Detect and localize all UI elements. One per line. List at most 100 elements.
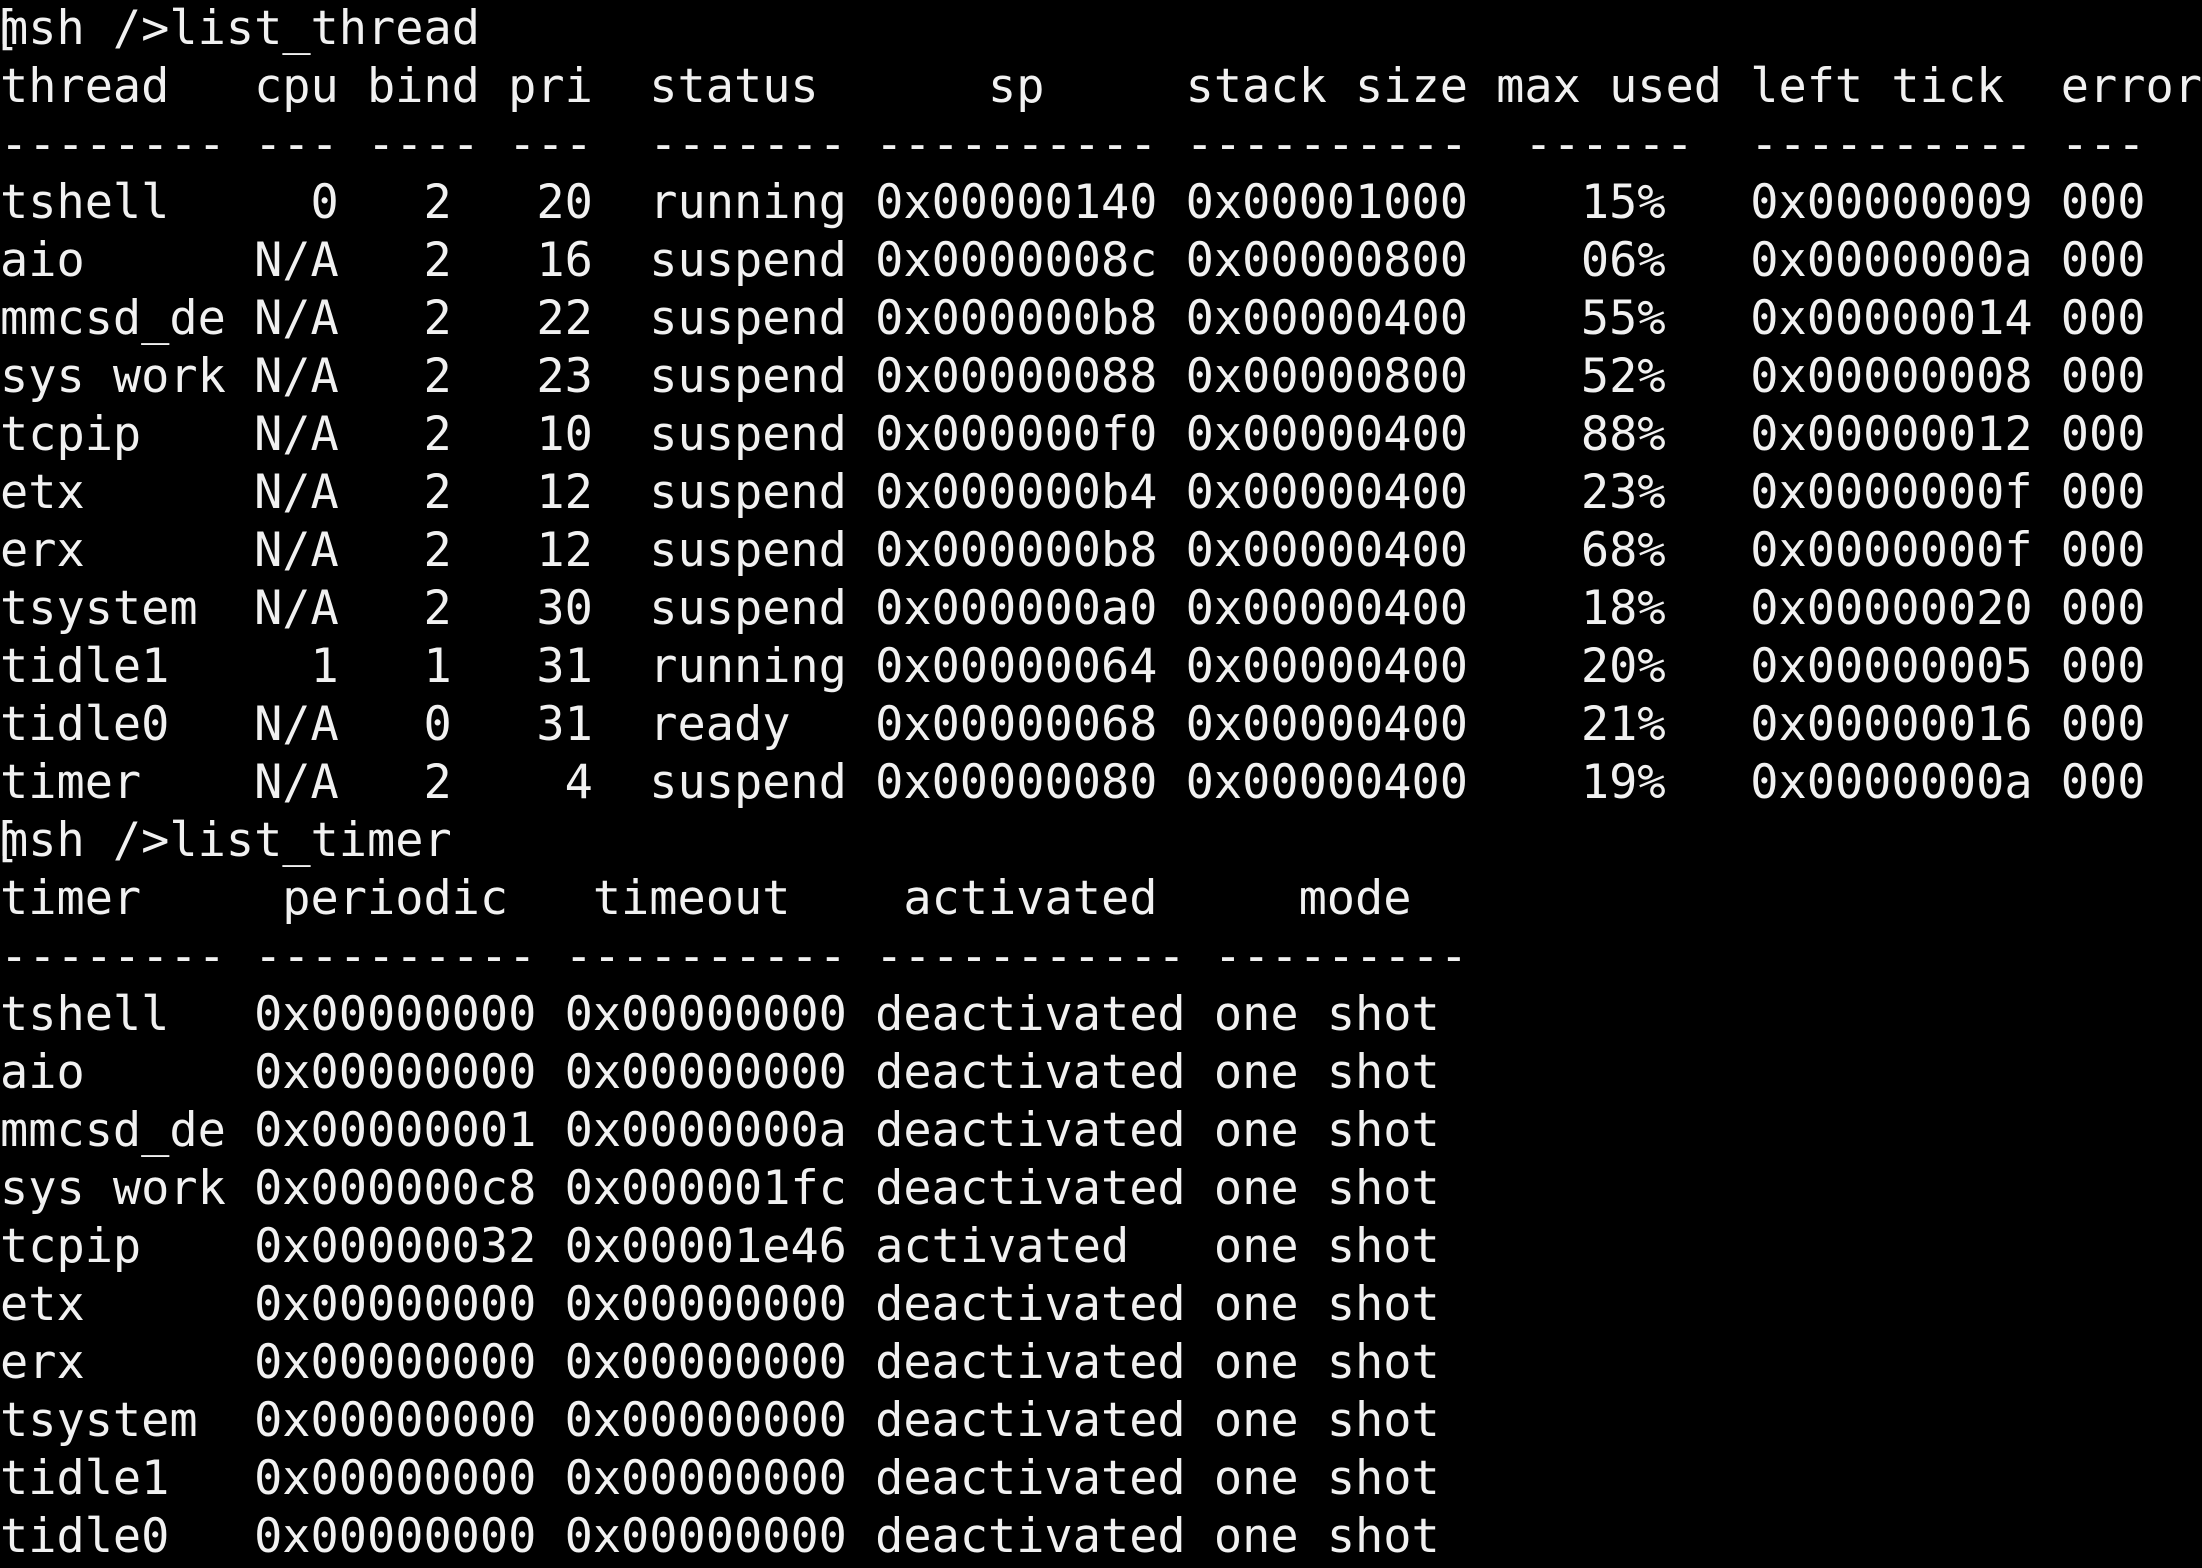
- thread-name-cell: tsystem: [0, 581, 198, 636]
- mode-cell: one shot: [1213, 1393, 1440, 1448]
- thread-table-row: tidle1 1 1 31 running 0x00000064 0x00000…: [0, 638, 2202, 696]
- left-tick-cell: 0x0000000f: [1750, 523, 2033, 578]
- pri-cell: 10: [536, 407, 593, 462]
- bind-cell: 2: [423, 407, 452, 462]
- status-cell: suspend: [649, 233, 847, 288]
- timer-table-row: mmcsd_de 0x00000001 0x0000000a deactivat…: [0, 1102, 2202, 1160]
- activated-cell: deactivated: [875, 1509, 1186, 1564]
- bind-cell: 2: [423, 755, 452, 810]
- thread-table-rows: tshell 0 2 20 running 0x00000140 0x00001…: [0, 174, 2202, 812]
- status-cell: suspend: [649, 523, 847, 578]
- mode-cell: one shot: [1213, 1219, 1440, 1274]
- activated-cell: deactivated: [875, 1045, 1186, 1100]
- timer-name-cell: tidle1: [0, 1451, 170, 1506]
- cpu-cell: N/A: [254, 233, 339, 288]
- col-header-left-tick: left tick: [1750, 59, 2005, 114]
- mode-cell: one shot: [1213, 1103, 1440, 1158]
- error-cell: 000: [2060, 291, 2146, 346]
- timer-table-rows: tshell 0x00000000 0x00000000 deactivated…: [0, 986, 2202, 1566]
- left-tick-cell: 0x0000000a: [1750, 233, 2033, 288]
- periodic-cell: 0x00000000: [254, 1509, 537, 1564]
- periodic-cell: 0x000000c8: [254, 1161, 537, 1216]
- separator-dashes: --------: [0, 117, 226, 172]
- clipped-bracket-glyph: [: [0, 0, 20, 58]
- shell-prompt: msh />: [0, 1, 170, 56]
- thread-name-cell: sys work: [0, 349, 226, 404]
- left-tick-cell: 0x00000012: [1750, 407, 2033, 462]
- sp-cell: 0x0000008c: [875, 233, 1158, 288]
- activated-cell: deactivated: [875, 1335, 1186, 1390]
- activated-cell: deactivated: [875, 1161, 1186, 1216]
- thread-table-header: thread cpu bind pri status sp stack size…: [0, 58, 2202, 116]
- max-used-cell: 20%: [1580, 639, 1666, 694]
- error-cell: 000: [2060, 465, 2146, 520]
- timer-name-cell: aio: [0, 1045, 85, 1100]
- periodic-cell: 0x00000000: [254, 1451, 537, 1506]
- sp-cell: 0x00000068: [875, 697, 1158, 752]
- mode-cell: one shot: [1213, 1161, 1440, 1216]
- thread-table-row: mmcsd_de N/A 2 22 suspend 0x000000b8 0x0…: [0, 290, 2202, 348]
- status-cell: suspend: [649, 407, 847, 462]
- timer-name-cell: tcpip: [0, 1219, 142, 1274]
- sp-cell: 0x00000080: [875, 755, 1158, 810]
- thread-name-cell: tidle1: [0, 639, 170, 694]
- periodic-cell: 0x00000000: [254, 1335, 537, 1390]
- timer-name-cell: mmcsd_de: [0, 1103, 226, 1158]
- thread-table-row: tcpip N/A 2 10 suspend 0x000000f0 0x0000…: [0, 406, 2202, 464]
- cpu-cell: N/A: [254, 465, 339, 520]
- pri-cell: 22: [536, 291, 593, 346]
- cpu-cell: N/A: [254, 523, 339, 578]
- status-cell: ready: [649, 697, 791, 752]
- stack-size-cell: 0x00000800: [1185, 233, 1468, 288]
- shell-prompt: msh />: [0, 813, 170, 868]
- pri-cell: 31: [536, 639, 593, 694]
- cpu-cell: N/A: [254, 755, 339, 810]
- left-tick-cell: 0x00000005: [1750, 639, 2033, 694]
- timer-table-row: tshell 0x00000000 0x00000000 deactivated…: [0, 986, 2202, 1044]
- separator-dashes: -------: [649, 117, 847, 172]
- thread-table-row: sys work N/A 2 23 suspend 0x00000088 0x0…: [0, 348, 2202, 406]
- sp-cell: 0x00000088: [875, 349, 1158, 404]
- timer-name-cell: tshell: [0, 987, 170, 1042]
- left-tick-cell: 0x00000014: [1750, 291, 2033, 346]
- thread-name-cell: erx: [0, 523, 85, 578]
- error-cell: 000: [2060, 407, 2146, 462]
- thread-name-cell: tidle0: [0, 697, 170, 752]
- activated-cell: deactivated: [875, 1103, 1186, 1158]
- cpu-cell: N/A: [254, 697, 339, 752]
- col-header-cpu: cpu: [254, 59, 339, 114]
- col-header-timeout: timeout: [592, 871, 791, 926]
- separator-dashes: ---: [254, 117, 339, 172]
- sp-cell: 0x000000a0: [875, 581, 1158, 636]
- mode-cell: one shot: [1213, 1451, 1440, 1506]
- cpu-cell: N/A: [254, 581, 339, 636]
- error-cell: 000: [2060, 581, 2146, 636]
- activated-cell: deactivated: [875, 1451, 1186, 1506]
- pri-cell: 30: [536, 581, 593, 636]
- sp-cell: 0x00000064: [875, 639, 1158, 694]
- max-used-cell: 68%: [1580, 523, 1666, 578]
- bind-cell: 2: [423, 349, 452, 404]
- error-cell: 000: [2060, 639, 2146, 694]
- thread-table-row: aio N/A 2 16 suspend 0x0000008c 0x000008…: [0, 232, 2202, 290]
- stack-size-cell: 0x00000400: [1185, 697, 1468, 752]
- left-tick-cell: 0x00000008: [1750, 349, 2033, 404]
- timer-table-row: etx 0x00000000 0x00000000 deactivated on…: [0, 1276, 2202, 1334]
- timer-table-row: tcpip 0x00000032 0x00001e46 activated on…: [0, 1218, 2202, 1276]
- timeout-cell: 0x00000000: [564, 1451, 847, 1506]
- thread-name-cell: etx: [0, 465, 85, 520]
- error-cell: 000: [2060, 697, 2146, 752]
- mode-cell: one shot: [1213, 1335, 1440, 1390]
- mode-cell: one shot: [1213, 987, 1440, 1042]
- bind-cell: 0: [423, 697, 452, 752]
- mode-cell: one shot: [1213, 1277, 1440, 1332]
- separator-dashes: ---------: [1213, 929, 1468, 984]
- timeout-cell: 0x00000000: [564, 987, 847, 1042]
- sp-cell: 0x00000140: [875, 175, 1158, 230]
- separator-dashes: ---: [2060, 117, 2146, 172]
- max-used-cell: 23%: [1580, 465, 1666, 520]
- periodic-cell: 0x00000000: [254, 1393, 537, 1448]
- status-cell: suspend: [649, 755, 847, 810]
- bind-cell: 2: [423, 523, 452, 578]
